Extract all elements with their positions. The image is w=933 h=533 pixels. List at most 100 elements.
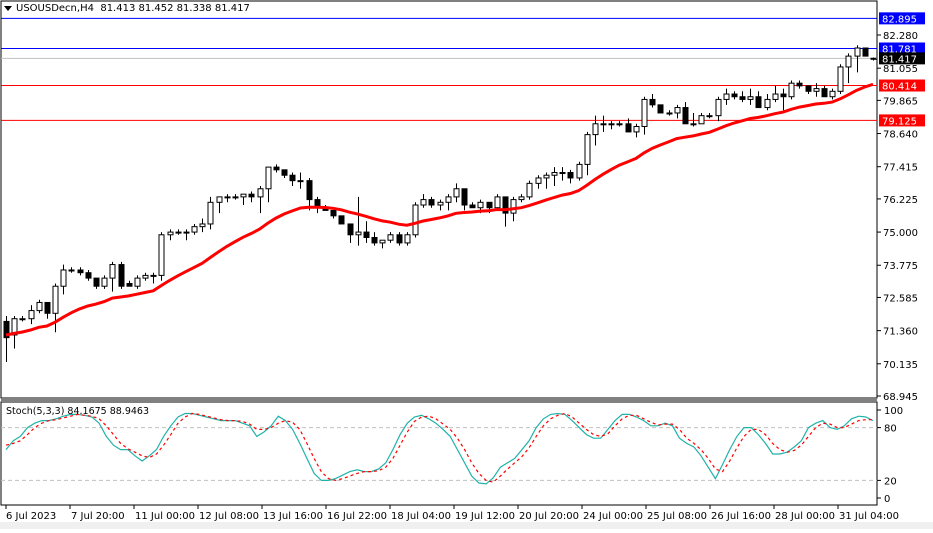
candle	[330, 209, 337, 217]
price-tick-label: 72.585	[883, 293, 918, 304]
candle	[747, 96, 754, 100]
candle	[379, 239, 386, 244]
price-tick-label: 71.360	[883, 327, 918, 338]
candle	[257, 188, 264, 198]
candle	[224, 196, 231, 199]
candle	[297, 180, 304, 183]
candle	[502, 196, 509, 214]
candle	[453, 188, 460, 198]
candle	[445, 196, 452, 203]
candle	[494, 196, 501, 209]
candle	[44, 301, 51, 314]
candle	[772, 93, 779, 100]
svg-text:82.895: 82.895	[882, 14, 917, 25]
candle	[666, 112, 673, 115]
candle	[551, 172, 558, 176]
candle	[690, 123, 697, 126]
candle	[854, 47, 861, 57]
candle	[150, 274, 157, 277]
candle	[216, 196, 223, 203]
candle	[739, 96, 746, 100]
candle	[731, 93, 738, 98]
candle	[796, 82, 803, 87]
candle	[371, 236, 378, 244]
candle	[862, 47, 869, 57]
candle	[396, 234, 403, 244]
candle	[142, 274, 149, 279]
candle	[265, 166, 272, 190]
time-tick-label: 6 Jul 2023	[6, 511, 56, 522]
time-tick-label: 20 Jul 20:00	[519, 511, 579, 522]
candle	[567, 172, 574, 179]
price-tick-label: 78.640	[883, 130, 918, 141]
svg-text:81.781: 81.781	[882, 45, 917, 56]
candle	[559, 172, 566, 175]
price-tick-label: 75.000	[883, 228, 918, 239]
candle	[437, 201, 444, 206]
candle	[412, 204, 419, 236]
candle	[191, 226, 198, 233]
candle	[755, 96, 762, 109]
candle	[428, 199, 435, 206]
candle	[657, 104, 664, 114]
candle	[167, 231, 174, 236]
candle	[387, 234, 394, 241]
candle	[183, 231, 190, 234]
candle	[625, 123, 632, 133]
time-tick-label: 11 Jul 00:00	[135, 511, 195, 522]
svg-text:80: 80	[884, 424, 897, 435]
candle	[109, 264, 116, 279]
candle	[764, 98, 771, 109]
candle	[715, 98, 722, 117]
price-tick-label: 79.865	[883, 96, 918, 107]
candle	[649, 98, 656, 106]
svg-text:79.125: 79.125	[882, 116, 917, 127]
stoch-axis: 100 80 20 0	[877, 406, 903, 505]
stochastic-pane	[0, 401, 878, 506]
candle	[93, 277, 100, 287]
candle	[134, 277, 141, 287]
price-tick-label: 77.415	[883, 163, 918, 174]
candle	[576, 163, 583, 179]
price-axis: 82.280 81.055 79.865 78.640 77.415 76.225 75.0…	[877, 12, 925, 403]
candle	[85, 272, 92, 279]
time-tick-label: 26 Jul 16:00	[711, 511, 771, 522]
candle	[829, 90, 836, 98]
time-tick-label: 31 Jul 04:00	[839, 511, 899, 522]
candle	[273, 166, 280, 171]
candle	[518, 196, 525, 201]
candle	[355, 231, 362, 236]
candle	[363, 231, 370, 238]
candle	[207, 201, 214, 225]
candle	[19, 318, 26, 321]
candle	[461, 188, 468, 206]
candle	[813, 88, 820, 92]
symbol-header: USOUSDecn,H4 81.413 81.452 81.338 81.417	[4, 3, 250, 14]
price-badge	[879, 42, 925, 55]
price-tick-label: 73.775	[883, 261, 918, 272]
time-tick-label: 28 Jul 00:00	[775, 511, 835, 522]
candle	[674, 107, 681, 114]
candle	[289, 174, 296, 182]
stoch-d-line	[5, 412, 873, 483]
candle	[52, 285, 59, 314]
candle	[510, 199, 517, 214]
dropdown-arrow-icon[interactable]	[4, 5, 12, 11]
price-badge	[879, 79, 925, 92]
candle	[101, 277, 108, 287]
candle	[404, 234, 411, 244]
candle	[608, 123, 615, 126]
candle	[805, 85, 812, 92]
candle	[592, 123, 599, 136]
svg-text:100: 100	[884, 406, 903, 417]
candle	[780, 93, 787, 98]
candle	[126, 283, 133, 287]
time-tick-label: 24 Jul 00:00	[583, 511, 643, 522]
candle	[199, 223, 206, 228]
price-pane	[0, 0, 878, 399]
candle	[543, 174, 550, 179]
time-tick-label: 19 Jul 12:00	[455, 511, 515, 522]
candle	[698, 115, 705, 125]
